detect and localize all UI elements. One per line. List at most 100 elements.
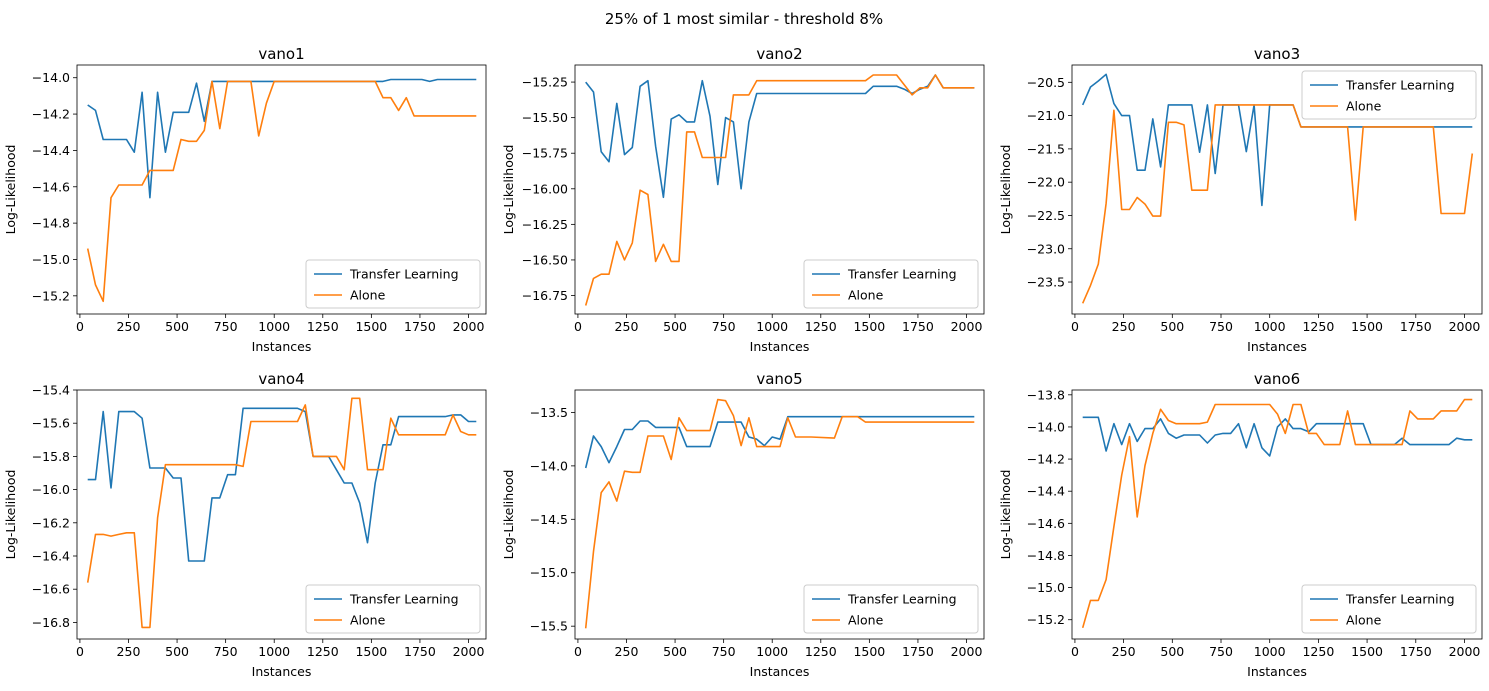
y-axis-label: Log-Likelihood (998, 470, 1013, 560)
y-tick-label: −16.8 (32, 615, 70, 630)
y-tick-label: −15.25 (522, 75, 568, 90)
legend-label: Alone (1346, 613, 1382, 628)
x-tick-label: 0 (1071, 644, 1079, 659)
x-tick-label: 1000 (756, 319, 788, 334)
x-tick-label: 2000 (1449, 644, 1481, 659)
legend-label: Transfer Learning (1345, 78, 1455, 93)
x-tick-label: 500 (165, 644, 189, 659)
series-line-transfer-learning (584, 415, 975, 469)
y-axis-label: Log-Likelihood (501, 145, 516, 235)
y-tick-label: −22.0 (1027, 175, 1065, 190)
plot-frame (1071, 64, 1483, 315)
x-tick-label: 1750 (1400, 644, 1432, 659)
y-tick-label: −14.0 (530, 458, 568, 473)
series-line-transfer-learning (1082, 416, 1473, 457)
y-tick-label: −14.4 (1027, 484, 1065, 499)
legend-label: Transfer Learning (847, 592, 957, 607)
y-tick-label: −16.50 (522, 252, 568, 267)
y-tick-label: −21.5 (1027, 141, 1065, 156)
x-tick-label: 500 (1160, 644, 1184, 659)
x-tick-label: 500 (165, 319, 189, 334)
x-tick-label: 250 (1112, 644, 1136, 659)
y-tick-label: −16.0 (32, 482, 70, 497)
x-tick-label: 500 (663, 644, 687, 659)
subplot-vano4: vano4 0 250 500 750 1000 1250 1500 1750 2000 −16.8… (3, 370, 487, 679)
x-tick-label: 2000 (951, 644, 983, 659)
y-tick-label: −23.5 (1027, 275, 1065, 290)
y-tick-label: −14.6 (1027, 516, 1065, 531)
plot-frame (574, 64, 985, 315)
subplot-title: vano1 (258, 45, 304, 63)
subplot-title: vano3 (1254, 45, 1300, 63)
legend-label: Alone (350, 288, 386, 303)
x-tick-label: 1500 (355, 644, 387, 659)
subplot-vano6: vano6 0 250 500 750 1000 1250 1500 1750 2000 −15.2… (998, 370, 1483, 679)
legend-label: Transfer Learning (349, 592, 459, 607)
x-tick-label: 1250 (307, 644, 339, 659)
x-tick-label: 1250 (1302, 644, 1334, 659)
series-line-alone (584, 74, 975, 306)
x-axis-label: Instances (1247, 664, 1307, 679)
x-tick-label: 1000 (1254, 644, 1286, 659)
legend-label: Alone (1346, 99, 1382, 114)
x-tick-label: 750 (1209, 319, 1233, 334)
y-tick-label: −13.5 (530, 405, 568, 420)
legend-label: Alone (848, 288, 884, 303)
subplot-vano3: vano3 0 250 500 750 1000 1250 1500 1750 2000 −23.5… (998, 45, 1483, 354)
legend-label: Alone (848, 613, 884, 628)
x-tick-label: 250 (117, 644, 141, 659)
plot-frame (1071, 389, 1483, 640)
x-tick-label: 2000 (453, 644, 485, 659)
y-tick-label: −14.2 (32, 107, 70, 122)
legend: Transfer Learning Alone (803, 584, 979, 634)
legend: Transfer Learning Alone (1301, 584, 1477, 634)
legend-box (803, 259, 979, 309)
x-tick-label: 1750 (404, 644, 436, 659)
x-axis-label: Instances (252, 664, 312, 679)
y-tick-label: −15.2 (1027, 612, 1065, 627)
subplot-title: vano5 (756, 370, 802, 388)
series-line-transfer-learning (87, 407, 477, 562)
y-tick-label: −16.4 (32, 549, 70, 564)
y-tick-label: −22.5 (1027, 208, 1065, 223)
x-tick-label: 1500 (1351, 644, 1383, 659)
x-axis-label: Instances (750, 339, 810, 354)
x-tick-label: 2000 (951, 319, 983, 334)
legend: Transfer Learning Alone (1301, 70, 1477, 120)
x-tick-label: 1500 (355, 319, 387, 334)
series-line-alone (1081, 398, 1473, 629)
series-line-alone (86, 80, 477, 303)
x-tick-label: 1250 (1302, 319, 1334, 334)
legend-label: Transfer Learning (349, 267, 459, 282)
legend-box (1301, 584, 1477, 634)
y-tick-label: −14.5 (530, 512, 568, 527)
y-tick-label: −21.0 (1027, 108, 1065, 123)
x-tick-label: 0 (1071, 319, 1079, 334)
legend-label: Alone (350, 613, 386, 628)
x-tick-label: 500 (1160, 319, 1184, 334)
plot-frame (76, 389, 487, 640)
y-tick-label: −14.0 (32, 70, 70, 85)
subplot-vano5: vano5 0 250 500 750 1000 1250 1500 1750 2000 −15.5… (501, 370, 985, 679)
x-tick-label: 1000 (258, 644, 290, 659)
series-line-transfer-learning (87, 78, 477, 199)
subplot-title: vano2 (756, 45, 802, 63)
subplot-grid: vano1 0 250 500 750 1000 1250 1500 1750 2000 −15.2… (3, 45, 1483, 679)
x-tick-label: 1750 (902, 644, 934, 659)
y-tick-label: −20.5 (1027, 75, 1065, 90)
series-line-alone (584, 398, 975, 629)
series-line-alone (1081, 104, 1474, 304)
x-tick-label: 0 (76, 319, 84, 334)
y-tick-label: −15.8 (32, 449, 70, 464)
x-axis-label: Instances (252, 339, 312, 354)
x-axis-label: Instances (750, 664, 810, 679)
x-tick-label: 1500 (853, 319, 885, 334)
x-tick-label: 1000 (756, 644, 788, 659)
y-tick-label: −15.5 (530, 619, 568, 634)
x-tick-label: 250 (1112, 319, 1136, 334)
legend-box (803, 584, 979, 634)
x-tick-label: 1750 (1400, 319, 1432, 334)
x-tick-label: 0 (574, 319, 582, 334)
x-tick-label: 1500 (1351, 319, 1383, 334)
